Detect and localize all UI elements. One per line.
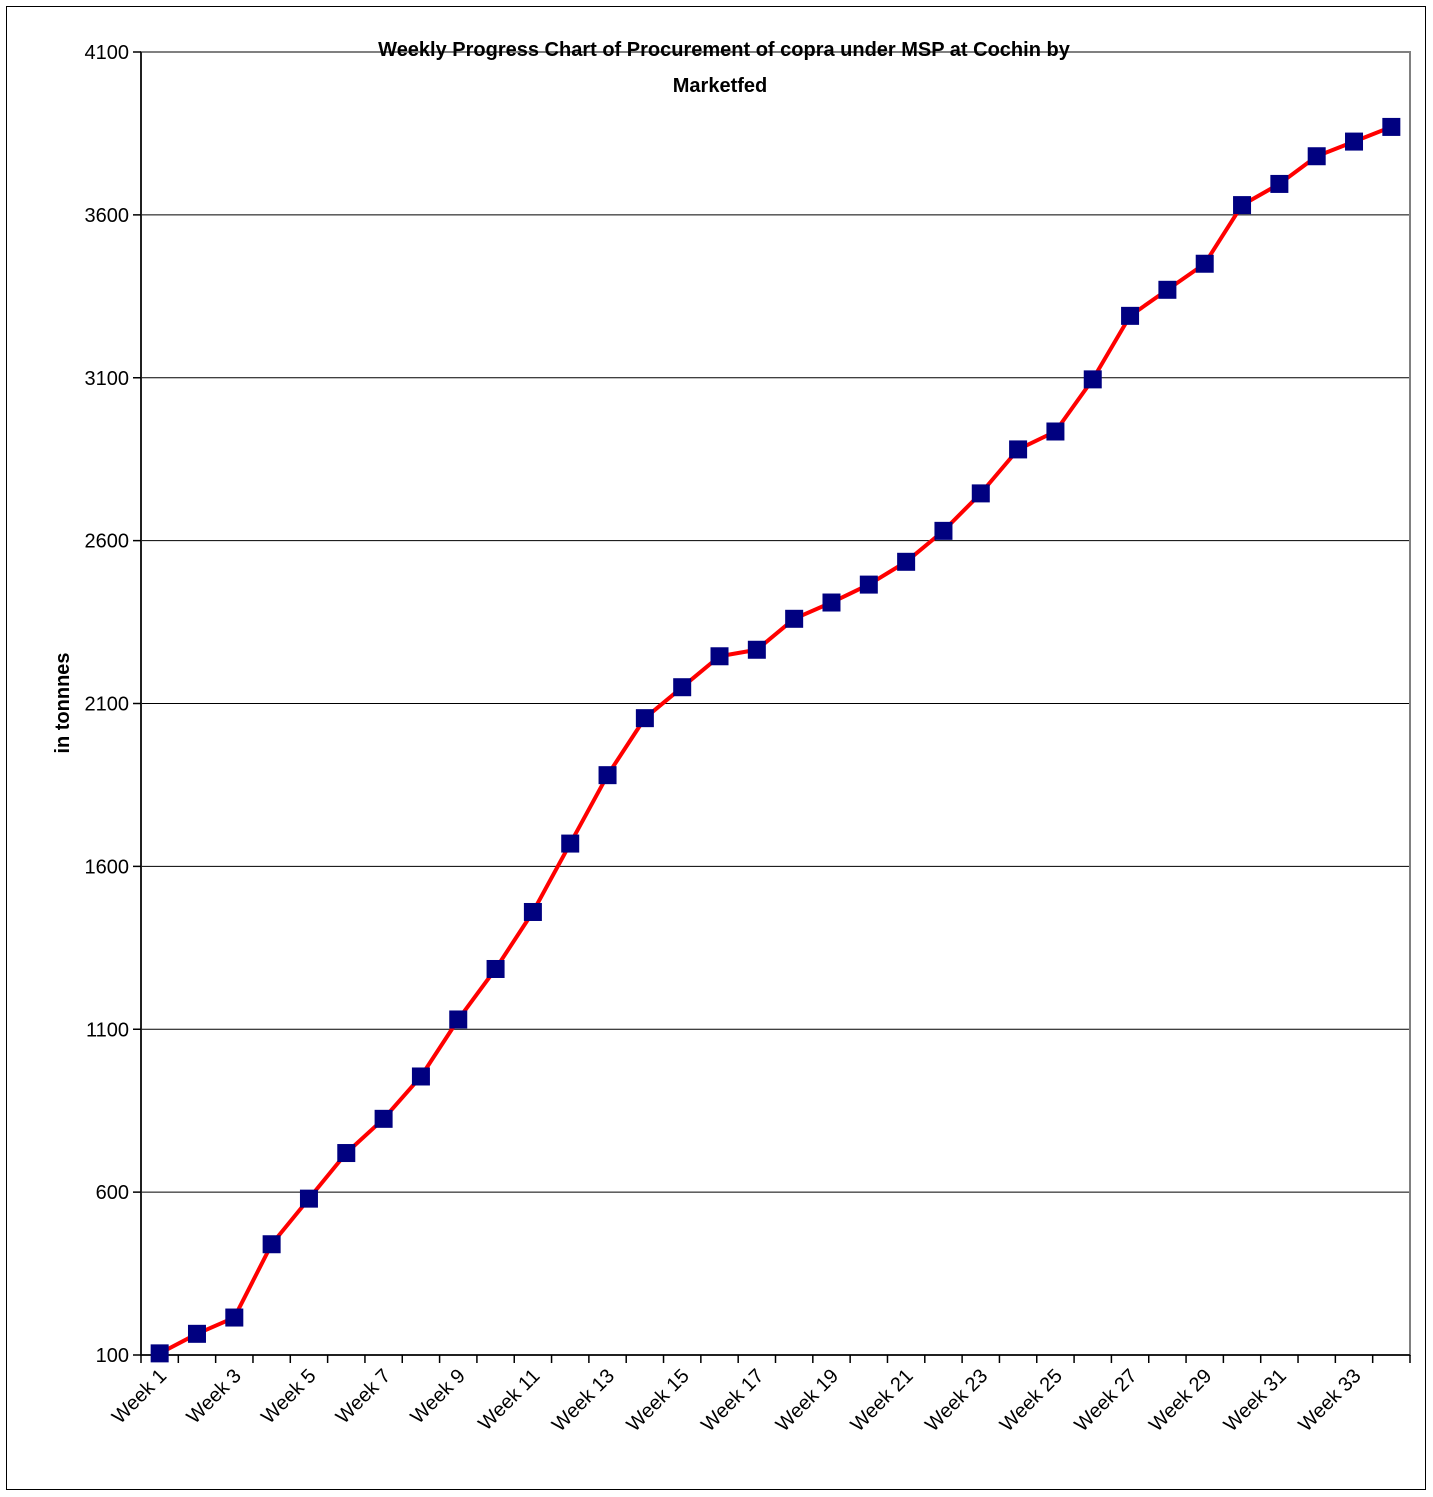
x-tick-label: Week 1 bbox=[108, 1365, 171, 1428]
y-axis-label: in tonnnes bbox=[52, 652, 74, 753]
y-tick-label: 4100 bbox=[85, 42, 130, 64]
data-point-marker bbox=[337, 1144, 356, 1163]
data-point-marker bbox=[523, 902, 542, 921]
x-tick-label: Week 25 bbox=[996, 1365, 1067, 1436]
data-point-marker bbox=[1083, 370, 1102, 389]
data-point-marker bbox=[449, 1010, 468, 1029]
x-tick-label: Week 33 bbox=[1294, 1365, 1365, 1436]
x-tick-label: Week 19 bbox=[772, 1365, 843, 1436]
series-group bbox=[150, 117, 1401, 1363]
data-point-marker bbox=[262, 1235, 281, 1254]
data-point-marker bbox=[1158, 280, 1177, 299]
data-point-marker bbox=[1382, 117, 1401, 136]
y-tick-label: 2600 bbox=[85, 531, 130, 553]
data-point-marker bbox=[1233, 196, 1252, 215]
data-point-marker bbox=[486, 959, 505, 978]
y-tick-label: 600 bbox=[96, 1182, 129, 1204]
x-tick-label: Week 5 bbox=[257, 1365, 320, 1428]
data-point-marker bbox=[1195, 254, 1214, 273]
x-tick-label: Week 3 bbox=[183, 1365, 246, 1428]
x-tick-label: Week 27 bbox=[1070, 1365, 1141, 1436]
x-tick-label: Week 7 bbox=[332, 1365, 395, 1428]
x-tick-label: Week 21 bbox=[847, 1365, 918, 1436]
data-point-marker bbox=[971, 484, 990, 503]
x-tick-label: Week 13 bbox=[548, 1365, 619, 1436]
series-line bbox=[158, 125, 1393, 1356]
data-point-marker bbox=[710, 647, 729, 666]
data-point-marker bbox=[411, 1067, 430, 1086]
data-point-marker bbox=[299, 1189, 318, 1208]
chart-title-line-1: Weekly Progress Chart of Procurement of … bbox=[378, 39, 1071, 61]
x-tick-label: Week 23 bbox=[921, 1365, 992, 1436]
y-tick-label: 3600 bbox=[85, 205, 130, 227]
x-tick-label: Week 15 bbox=[623, 1365, 694, 1436]
chart-title-line-2: Marketfed bbox=[673, 75, 767, 97]
data-point-marker bbox=[1270, 174, 1289, 193]
data-point-marker bbox=[187, 1324, 206, 1343]
x-tick-label: Week 11 bbox=[474, 1365, 544, 1435]
data-point-marker bbox=[673, 678, 692, 697]
grid-lines bbox=[141, 214, 1410, 1193]
data-point-marker bbox=[934, 521, 953, 540]
y-tick-label: 1100 bbox=[86, 1019, 129, 1041]
data-point-marker bbox=[897, 552, 916, 571]
data-point-marker bbox=[1121, 306, 1140, 325]
data-point-marker bbox=[1009, 440, 1028, 459]
data-point-marker bbox=[747, 640, 766, 659]
y-tick-label: 100 bbox=[96, 1345, 129, 1367]
x-tick-label: Week 31 bbox=[1220, 1365, 1291, 1436]
data-point-marker bbox=[635, 709, 654, 728]
data-point-marker bbox=[1345, 132, 1364, 151]
chart-frame bbox=[6, 6, 1426, 1490]
data-point-marker bbox=[374, 1109, 393, 1128]
y-tick-label: 2100 bbox=[85, 694, 130, 716]
data-point-marker bbox=[150, 1344, 169, 1363]
data-point-marker bbox=[561, 834, 580, 853]
data-point-marker bbox=[598, 766, 617, 785]
data-point-marker bbox=[859, 575, 878, 594]
x-tick-label: Week 29 bbox=[1145, 1365, 1216, 1436]
data-point-marker bbox=[822, 593, 841, 612]
data-point-marker bbox=[1046, 422, 1065, 441]
y-tick-label: 1600 bbox=[85, 856, 130, 878]
data-point-marker bbox=[1307, 147, 1326, 166]
x-tick-label: Week 17 bbox=[697, 1365, 768, 1436]
data-point-marker bbox=[225, 1308, 244, 1327]
y-tick-label: 3100 bbox=[85, 368, 130, 390]
data-point-marker bbox=[785, 609, 804, 628]
x-tick-label: Week 9 bbox=[407, 1365, 470, 1428]
